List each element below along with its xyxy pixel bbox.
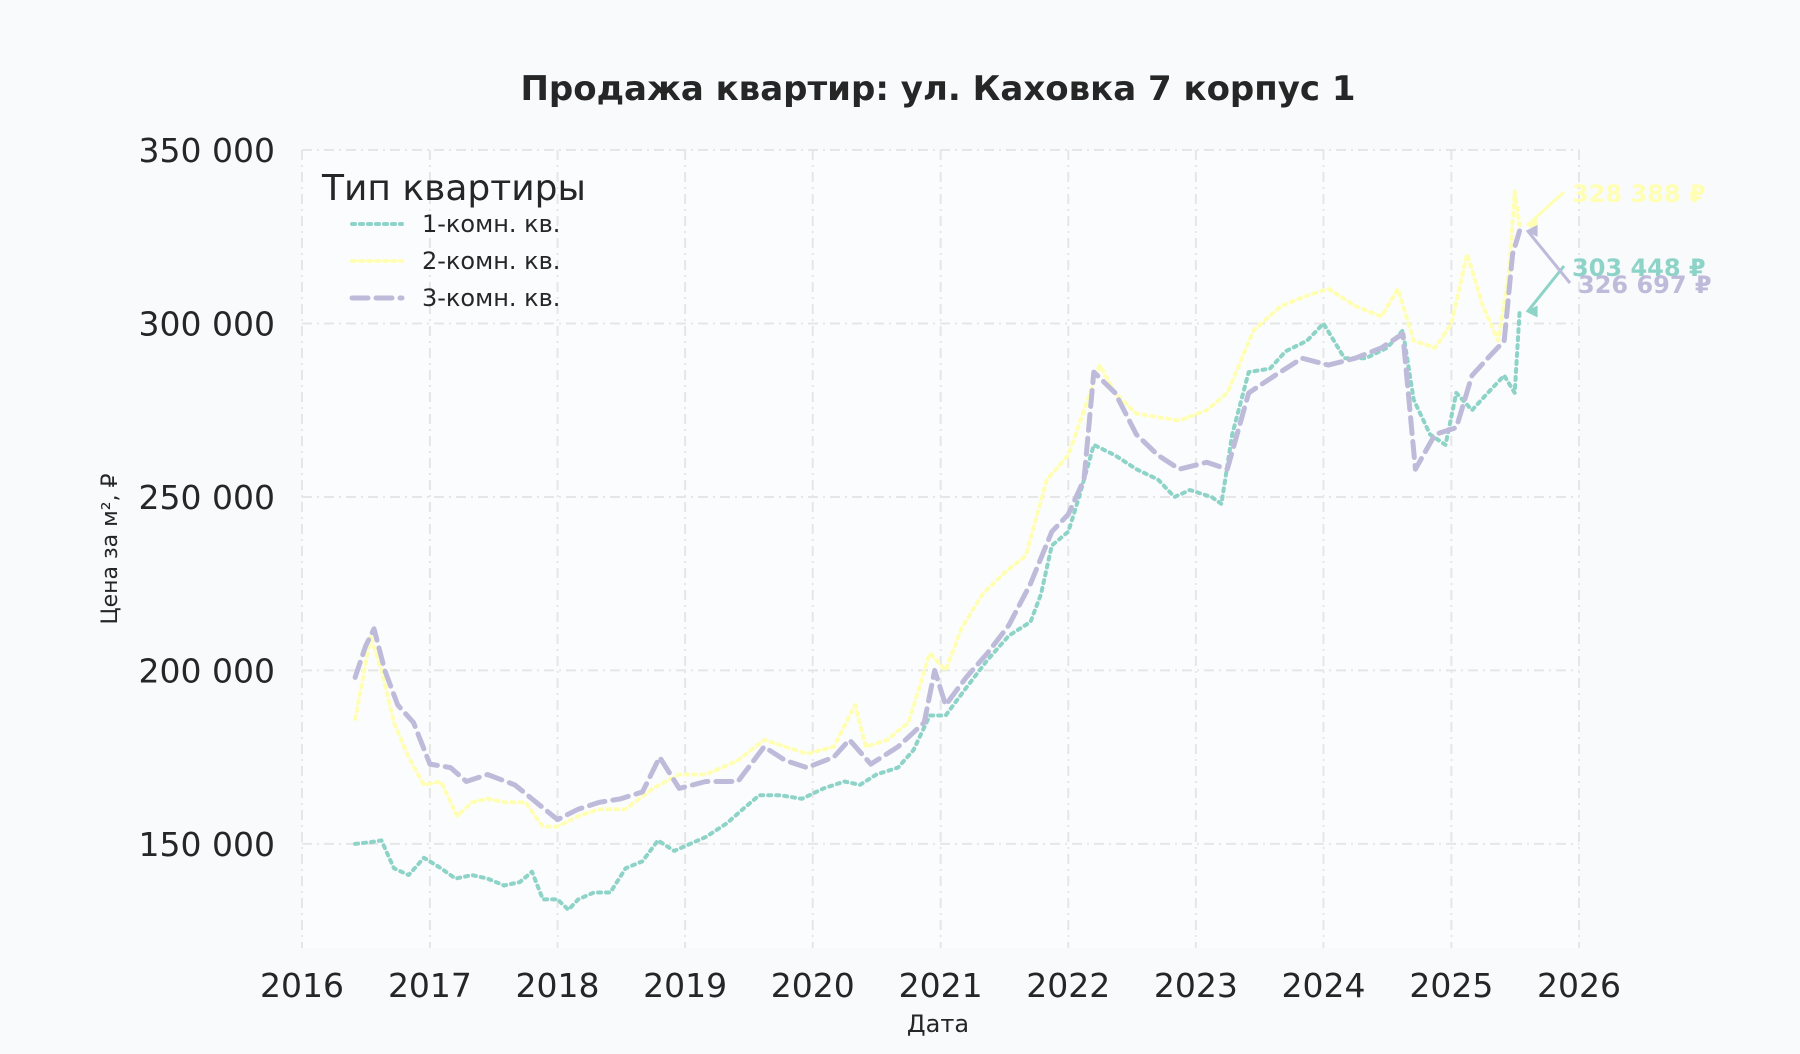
x-tick-label: 2023 <box>1154 966 1238 1005</box>
legend-label-2: 2-комн. кв. <box>422 247 560 275</box>
x-tick-label: 2026 <box>1537 966 1621 1005</box>
y-axis-label: Цена за м², ₽ <box>98 473 123 624</box>
series-line-3 <box>352 228 1523 823</box>
x-tick-label: 2021 <box>899 966 983 1005</box>
y-tick-label: 250 000 <box>139 478 275 517</box>
end-label-arrow-2 <box>1526 190 1566 227</box>
grid <box>301 149 1580 948</box>
series-line-2 <box>353 189 1522 829</box>
x-tick-label: 2022 <box>1026 966 1110 1005</box>
y-tick-label: 200 000 <box>139 651 275 690</box>
end-label-2: 328 388 ₽ <box>1572 180 1706 208</box>
y-tick-label: 150 000 <box>139 825 275 864</box>
legend-entries: 1-комн. кв. 2-комн. кв. 3-комн. кв. <box>349 210 560 312</box>
end-label-arrow-1 <box>1526 265 1566 313</box>
y-tick-label: 300 000 <box>139 304 275 343</box>
x-tick-label: 2025 <box>1409 966 1493 1005</box>
legend-label-1: 1-комн. кв. <box>422 210 560 238</box>
x-tick-label: 2017 <box>388 966 472 1005</box>
chart-title: Продажа квартир: ул. Каховка 7 корпус 1 <box>520 69 1355 109</box>
x-axis-label: Дата <box>907 1010 969 1038</box>
x-tick-label: 2018 <box>516 966 600 1005</box>
end-label-arrow-3 <box>1526 229 1572 284</box>
legend-label-3: 3-комн. кв. <box>422 284 560 312</box>
end-label-arrowhead-1 <box>1525 305 1538 318</box>
end-label-arrowhead-3 <box>1525 224 1538 237</box>
x-tick-label: 2020 <box>771 966 855 1005</box>
x-tick-label: 2019 <box>643 966 727 1005</box>
series-layer <box>352 189 1523 912</box>
legend: Тип квартиры 1-комн. кв. 2-комн. кв. 3-ком… <box>321 168 586 312</box>
legend-title: Тип квартиры <box>321 168 586 209</box>
y-tick-label: 350 000 <box>139 131 275 170</box>
x-tick-label: 2016 <box>260 966 344 1005</box>
axes: 2016 2017 2018 2019 2020 2021 2022 2023 2024 2025… <box>139 131 1621 1005</box>
series-line-1 <box>353 309 1522 912</box>
end-label-1: 303 448 ₽ <box>1572 254 1706 282</box>
end-label-3: 326 697 ₽ <box>1578 271 1712 299</box>
x-tick-label: 2024 <box>1281 966 1365 1005</box>
end-labels: 303 448 ₽ 328 388 ₽ 326 697 ₽ <box>1525 180 1712 318</box>
